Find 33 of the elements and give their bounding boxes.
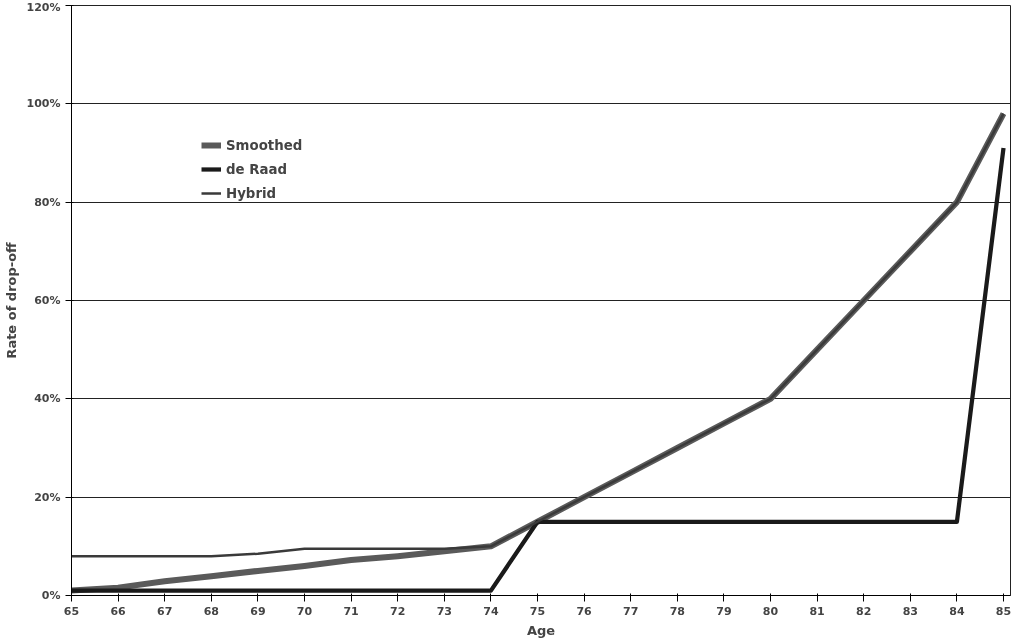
y-tick-label: 120% [26, 0, 61, 14]
x-tick-label: 74 [483, 604, 499, 618]
y-tick-label: 20% [34, 490, 61, 504]
y-tick-label: 0% [41, 589, 61, 602]
x-tick-label: 70 [296, 604, 313, 618]
x-tick-label: 65 [63, 604, 80, 618]
y-tick-label: 60% [34, 294, 61, 307]
x-tick-label: 69 [250, 604, 266, 618]
x-tick-label: 84 [949, 604, 965, 618]
x-tick-label: 68 [203, 604, 219, 618]
x-tick-label: 71 [343, 604, 359, 618]
x-tick-label: 76 [576, 604, 593, 618]
legend-label: Hybrid [226, 185, 277, 201]
x-tick-label: 83 [902, 604, 918, 618]
y-tick-label: 100% [26, 97, 61, 111]
x-tick-label: 79 [716, 604, 732, 618]
x-tick-label: 75 [529, 604, 546, 618]
x-tick-label: 66 [110, 604, 127, 618]
legend-label: de Raad [226, 161, 288, 177]
x-tick-label: 72 [390, 604, 406, 618]
x-tick-label: 81 [809, 604, 825, 618]
y-axis-title: Rate of drop-off [3, 241, 19, 359]
x-tick-label: 82 [856, 604, 872, 618]
y-tick-label: 80% [34, 195, 61, 209]
x-tick-label: 73 [436, 604, 452, 618]
x-tick-label: 67 [157, 604, 173, 618]
legend-label: Smoothed [226, 137, 303, 153]
x-tick-label: 80 [762, 604, 779, 618]
x-tick-label: 78 [669, 604, 685, 618]
x-tick-label: 85 [995, 604, 1012, 618]
y-tick-label: 40% [34, 392, 61, 406]
x-tick-label: 77 [623, 604, 639, 618]
x-axis-title: Age [526, 622, 556, 638]
